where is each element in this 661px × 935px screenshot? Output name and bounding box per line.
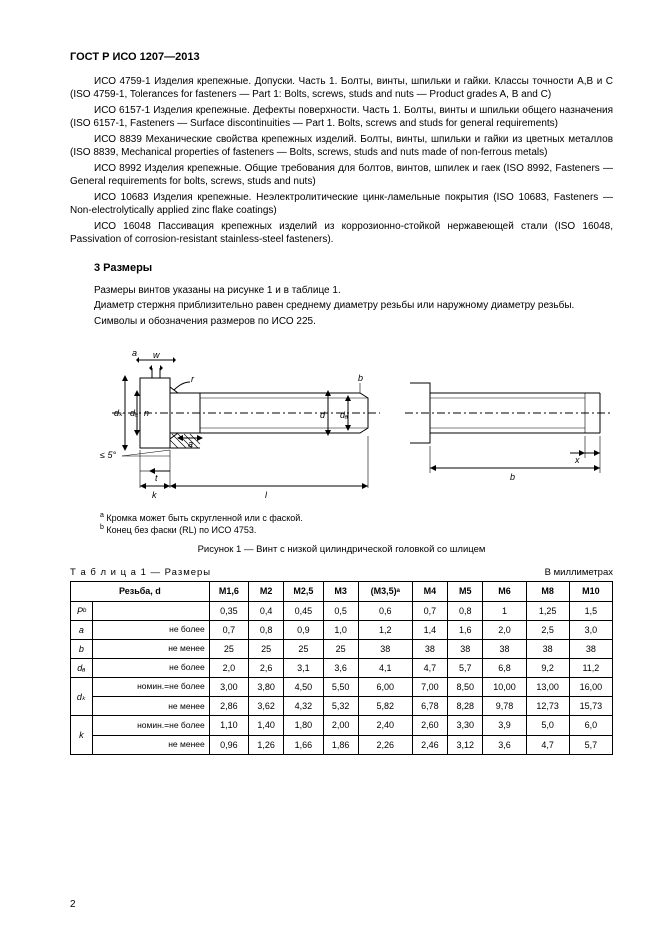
col-m2: M2 <box>248 582 283 601</box>
para-3: ИСО 8839 Механические свойства крепежных… <box>70 133 613 160</box>
table-header-row: Резьба, d M1,6 M2 M2,5 M3 (M3,5)ᵃ M4 M5 … <box>71 582 613 601</box>
col-m5: M5 <box>448 582 483 601</box>
fig-label-k: k <box>152 490 157 500</box>
fig-label-r: r <box>191 374 195 384</box>
table-caption-text: Т а б л и ц а 1 — Размеры <box>70 567 211 580</box>
dimensions-table: Резьба, d M1,6 M2 M2,5 M3 (M3,5)ᵃ M4 M5 … <box>70 581 613 754</box>
page-number: 2 <box>70 898 76 912</box>
para-4: ИСО 8992 Изделия крепежные. Общие требов… <box>70 162 613 189</box>
col-m3: M3 <box>323 582 358 601</box>
para-6: ИСО 16048 Пассивация крепежных изделий и… <box>70 220 613 247</box>
col-m4: M4 <box>412 582 447 601</box>
doc-header: ГОСТ Р ИСО 1207—2013 <box>70 50 613 65</box>
fig-label-dk: dₖ <box>114 408 123 418</box>
section-3-p1: Размеры винтов указаны на рисунке 1 и в … <box>70 284 613 298</box>
figure-1: w a b dₖ dₐ n r d dₐ ≤ 5° a t k l <box>70 338 613 508</box>
table-row: b не менее 25252525383838383838 <box>71 639 613 658</box>
fig-label-d: d <box>320 410 326 420</box>
table-row: не менее 0,961,261,661,862,262,463,123,6… <box>71 735 613 754</box>
fig-label-t: t <box>155 473 158 483</box>
table-row: a не более 0,70,80,91,01,21,41,62,02,53,… <box>71 620 613 639</box>
table-unit: В миллиметрах <box>545 567 613 580</box>
fig-label-w: w <box>153 350 160 360</box>
col-m25: M2,5 <box>284 582 323 601</box>
footnote-a: Кромка может быть скругленной или с фаск… <box>106 513 302 523</box>
section-3-p2: Диаметр стержня приблизительно равен сре… <box>70 299 613 313</box>
page: ГОСТ Р ИСО 1207—2013 ИСО 4759-1 Изделия … <box>0 0 661 935</box>
fig-label-angle: ≤ 5° <box>100 450 116 460</box>
col-m10: M10 <box>569 582 612 601</box>
figure-caption: Рисунок 1 — Винт с низкой цилиндрической… <box>70 544 613 557</box>
table-row: k номин.=не более 1,101,401,802,002,402,… <box>71 716 613 735</box>
table-row: Pᵇ 0,350,40,450,50,60,70,811,251,5 <box>71 601 613 620</box>
col-m8: M8 <box>526 582 569 601</box>
fig-label-da: dₐ <box>130 408 138 418</box>
col-m16: M1,6 <box>209 582 248 601</box>
fig-label-l: l <box>265 490 268 500</box>
fig-label-b2: b <box>510 472 515 482</box>
fig-label-x: x <box>574 455 580 465</box>
para-2: ИСО 6157-1 Изделия крепежные. Дефекты по… <box>70 104 613 131</box>
footnote-b: Конец без фаски (RL) по ИСО 4753. <box>106 525 256 535</box>
fig-label-a-top: a <box>132 348 137 358</box>
fig-label-ds: dₐ <box>340 410 348 420</box>
para-5: ИСО 10683 Изделия крепежные. Неэлектроли… <box>70 191 613 218</box>
figure-footnotes: a Кромка может быть скругленной или с фа… <box>100 512 613 536</box>
fig-label-b: b <box>358 373 363 383</box>
section-3-title: 3 Размеры <box>94 261 613 276</box>
table-row: dₐ не более 2,02,63,13,64,14,75,76,89,21… <box>71 658 613 677</box>
table-caption: Т а б л и ц а 1 — Размеры В миллиметрах <box>70 567 613 580</box>
table-row: dₖ номин.=не более 3,003,804,505,506,007… <box>71 678 613 697</box>
fig-label-n: n <box>144 408 149 418</box>
col-m6: M6 <box>483 582 526 601</box>
table-row: не менее 2,863,624,325,325,826,788,289,7… <box>71 697 613 716</box>
fig-label-a-bot: a <box>188 439 193 449</box>
para-1: ИСО 4759-1 Изделия крепежные. Допуски. Ч… <box>70 75 613 102</box>
col-header: Резьба, d <box>71 582 210 601</box>
section-3-p3: Символы и обозначения размеров по ИСО 22… <box>70 315 613 329</box>
col-m35: (M3,5)ᵃ <box>358 582 412 601</box>
